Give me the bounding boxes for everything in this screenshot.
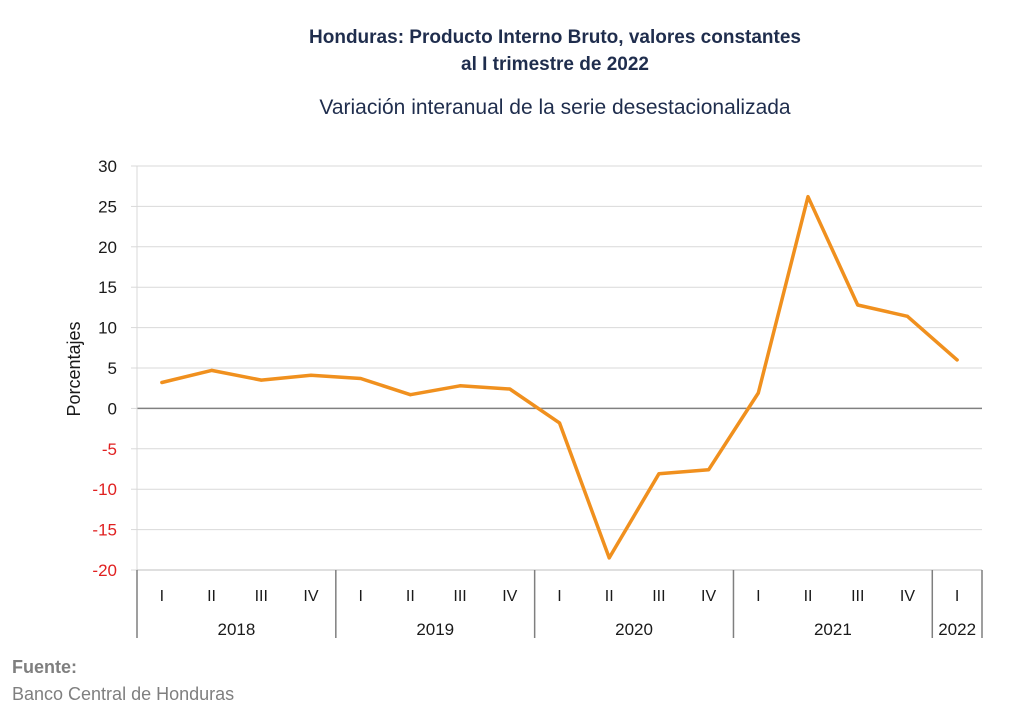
data-point: [508, 387, 512, 391]
y-tick-label: -5: [102, 440, 117, 459]
x-tick-label: I: [557, 588, 561, 605]
x-tick-label: IV: [303, 588, 318, 605]
data-point: [309, 373, 313, 377]
x-tick-label: I: [955, 588, 959, 605]
data-point: [160, 381, 164, 385]
chart-title: Honduras: Producto Interno Bruto, valore…: [0, 24, 1029, 78]
data-point: [259, 378, 263, 382]
y-tick-label: 25: [98, 197, 117, 216]
gridlines: [137, 165, 982, 571]
x-tick-label: III: [851, 588, 864, 605]
series-layer: [160, 194, 959, 560]
y-tick-label: 10: [98, 319, 117, 338]
line-chart: 30 25 20 15 10 5 0 -5 -10 -15 -20 2018 2019 2020 2021…: [64, 157, 983, 639]
y-tick-label: 20: [98, 238, 117, 257]
y-tick-label: 5: [108, 359, 117, 378]
x-tick-label: II: [406, 588, 415, 605]
x-tick-label: IV: [502, 588, 517, 605]
chart-title-line1: Honduras: Producto Interno Bruto, valore…: [309, 27, 801, 48]
year-label: 2018: [217, 620, 255, 639]
x-tick-label: III: [652, 588, 665, 605]
x-tick-label: II: [207, 588, 216, 605]
data-point: [657, 472, 661, 476]
chart-subtitle: Variación interanual de la serie desesta…: [319, 96, 791, 119]
y-tick-label: -15: [92, 521, 117, 540]
y-axis: 30 25 20 15 10 5 0 -5 -10 -15 -20: [92, 157, 138, 580]
x-tick-label: III: [453, 588, 466, 605]
y-tick-label: 0: [108, 399, 117, 418]
series-line: [160, 194, 959, 560]
data-point: [558, 421, 561, 425]
y-tick-label: -10: [92, 480, 117, 499]
y-axis-label: Porcentajes: [64, 321, 84, 416]
data-point: [806, 195, 810, 199]
data-point: [359, 377, 363, 381]
data-point: [905, 314, 909, 318]
source-label: Fuente:: [12, 657, 77, 677]
y-tick-label: -20: [92, 561, 117, 580]
data-point: [408, 393, 412, 397]
data-point: [707, 468, 711, 472]
year-label: 2019: [416, 620, 454, 639]
year-label: 2020: [615, 620, 653, 639]
y-tick-label: 30: [98, 157, 117, 176]
y-tick-label: 15: [98, 278, 117, 297]
data-point: [210, 368, 214, 372]
data-point: [458, 384, 462, 388]
x-tick-label: III: [255, 588, 268, 605]
year-label: 2021: [814, 620, 852, 639]
source-text: Banco Central de Honduras: [12, 684, 235, 704]
x-tick-label: IV: [701, 588, 716, 605]
x-tick-label: IV: [900, 588, 915, 605]
data-point: [955, 358, 959, 362]
chart-title-line2: al I trimestre de 2022: [461, 54, 649, 75]
x-tick-label: I: [756, 588, 760, 605]
data-point: [756, 391, 760, 395]
x-tick-label: II: [804, 588, 813, 605]
data-point: [607, 556, 611, 560]
x-tick-label: I: [358, 588, 362, 605]
year-label: 2022: [938, 620, 976, 639]
x-tick-label: II: [605, 588, 614, 605]
x-tick-label: I: [160, 588, 164, 605]
data-point: [856, 303, 860, 307]
